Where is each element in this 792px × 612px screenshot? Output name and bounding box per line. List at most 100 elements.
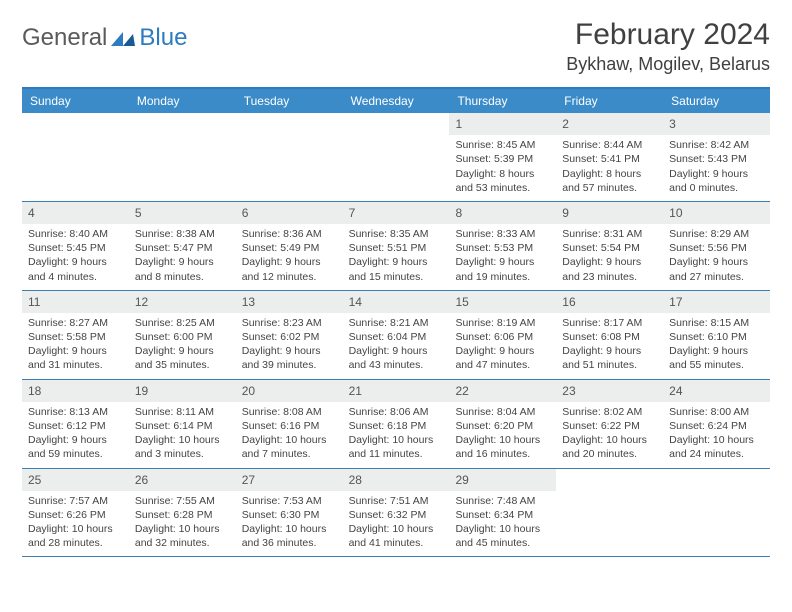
day-cell: 6Sunrise: 8:36 AMSunset: 5:49 PMDaylight… xyxy=(236,202,343,290)
sunrise-line: Sunrise: 8:36 AM xyxy=(242,227,337,241)
day-cell: 28Sunrise: 7:51 AMSunset: 6:32 PMDayligh… xyxy=(343,469,450,557)
sunset-line: Sunset: 6:28 PM xyxy=(135,508,230,522)
daylight-line: Daylight: 9 hours and 55 minutes. xyxy=(669,344,764,372)
day-cell: 3Sunrise: 8:42 AMSunset: 5:43 PMDaylight… xyxy=(663,113,770,201)
daylight-line: Daylight: 9 hours and 31 minutes. xyxy=(28,344,123,372)
day-number: 22 xyxy=(449,380,556,402)
sunrise-line: Sunrise: 8:35 AM xyxy=(349,227,444,241)
sunrise-line: Sunrise: 8:31 AM xyxy=(562,227,657,241)
day-cell: 22 Sunrise: 8:04 AMSunset: 6:20 PMDayligh… xyxy=(449,380,556,468)
week-row: 18Sunrise: 8:13 AMSunset: 6:12 PMDayligh… xyxy=(22,380,770,469)
day-number: 27 xyxy=(236,469,343,491)
day-cell: . xyxy=(556,469,663,557)
day-number: 19 xyxy=(129,380,236,402)
day-cell: 4Sunrise: 8:40 AMSunset: 5:45 PMDaylight… xyxy=(22,202,129,290)
day-cell: . xyxy=(22,113,129,201)
daylight-line: Daylight: 9 hours and 15 minutes. xyxy=(349,255,444,283)
weeks-container: ....1Sunrise: 8:45 AMSunset: 5:39 PMDayl… xyxy=(22,113,770,557)
sunset-line: Sunset: 6:20 PM xyxy=(455,419,550,433)
day-number: 5 xyxy=(129,202,236,224)
day-cell: 20Sunrise: 8:08 AMSunset: 6:16 PMDayligh… xyxy=(236,380,343,468)
day-number: 11 xyxy=(22,291,129,313)
sunset-line: Sunset: 6:34 PM xyxy=(455,508,550,522)
day-cell: 15 Sunrise: 8:19 AMSunset: 6:06 PMDayligh… xyxy=(449,291,556,379)
day-cell: 24Sunrise: 8:00 AMSunset: 6:24 PMDayligh… xyxy=(663,380,770,468)
sunrise-line: Sunrise: 8:44 AM xyxy=(562,138,657,152)
sunrise-line: Sunrise: 8:13 AM xyxy=(28,405,123,419)
sunrise-line: Sunrise: 8:40 AM xyxy=(28,227,123,241)
sunset-line: Sunset: 6:14 PM xyxy=(135,419,230,433)
daylight-line: Daylight: 9 hours and 12 minutes. xyxy=(242,255,337,283)
day-cell: 10Sunrise: 8:29 AMSunset: 5:56 PMDayligh… xyxy=(663,202,770,290)
sunset-line: Sunset: 6:24 PM xyxy=(669,419,764,433)
day-cell: 5Sunrise: 8:38 AMSunset: 5:47 PMDaylight… xyxy=(129,202,236,290)
sunset-line: Sunset: 5:49 PM xyxy=(242,241,337,255)
logo: General Blue xyxy=(22,24,187,52)
day-number: 15 xyxy=(449,291,556,313)
daylight-line: Daylight: 10 hours and 3 minutes. xyxy=(135,433,230,461)
day-number: 14 xyxy=(343,291,450,313)
day-number: 16 xyxy=(556,291,663,313)
sunset-line: Sunset: 6:32 PM xyxy=(349,508,444,522)
week-row: 11Sunrise: 8:27 AMSunset: 5:58 PMDayligh… xyxy=(22,291,770,380)
daylight-line: Daylight: 9 hours and 59 minutes. xyxy=(28,433,123,461)
day-cell: 25Sunrise: 7:57 AMSunset: 6:26 PMDayligh… xyxy=(22,469,129,557)
day-number: 9 xyxy=(556,202,663,224)
day-number: 21 xyxy=(343,380,450,402)
day-number: 13 xyxy=(236,291,343,313)
daylight-line: Daylight: 8 hours and 57 minutes. xyxy=(562,167,657,195)
daylight-line: Daylight: 10 hours and 16 minutes. xyxy=(455,433,550,461)
day-cell: 19Sunrise: 8:11 AMSunset: 6:14 PMDayligh… xyxy=(129,380,236,468)
day-header: Thursday xyxy=(449,89,556,113)
sunset-line: Sunset: 5:53 PM xyxy=(455,241,550,255)
day-header: Tuesday xyxy=(236,89,343,113)
sunrise-line: Sunrise: 8:04 AM xyxy=(455,405,550,419)
day-cell: 13Sunrise: 8:23 AMSunset: 6:02 PMDayligh… xyxy=(236,291,343,379)
day-header: Friday xyxy=(556,89,663,113)
daylight-line: Daylight: 10 hours and 45 minutes. xyxy=(455,522,550,550)
sunset-line: Sunset: 6:04 PM xyxy=(349,330,444,344)
day-header: Monday xyxy=(129,89,236,113)
day-cell: 12Sunrise: 8:25 AMSunset: 6:00 PMDayligh… xyxy=(129,291,236,379)
sunset-line: Sunset: 6:18 PM xyxy=(349,419,444,433)
sunrise-line: Sunrise: 8:45 AM xyxy=(455,138,550,152)
sunrise-line: Sunrise: 8:23 AM xyxy=(242,316,337,330)
sunrise-line: Sunrise: 8:25 AM xyxy=(135,316,230,330)
daylight-line: Daylight: 9 hours and 47 minutes. xyxy=(455,344,550,372)
day-cell: 9Sunrise: 8:31 AMSunset: 5:54 PMDaylight… xyxy=(556,202,663,290)
sunset-line: Sunset: 5:56 PM xyxy=(669,241,764,255)
daylight-line: Daylight: 9 hours and 19 minutes. xyxy=(455,255,550,283)
day-header: Saturday xyxy=(663,89,770,113)
day-number: 4 xyxy=(22,202,129,224)
day-number: 3 xyxy=(663,113,770,135)
daylight-line: Daylight: 10 hours and 36 minutes. xyxy=(242,522,337,550)
day-header: Sunday xyxy=(22,89,129,113)
day-number: 26 xyxy=(129,469,236,491)
sunrise-line: Sunrise: 8:33 AM xyxy=(455,227,550,241)
day-cell: 17Sunrise: 8:15 AMSunset: 6:10 PMDayligh… xyxy=(663,291,770,379)
sunset-line: Sunset: 6:06 PM xyxy=(455,330,550,344)
day-number: 20 xyxy=(236,380,343,402)
sunrise-line: Sunrise: 7:53 AM xyxy=(242,494,337,508)
day-cell: 29Sunrise: 7:48 AMSunset: 6:34 PMDayligh… xyxy=(449,469,556,557)
sunset-line: Sunset: 5:43 PM xyxy=(669,152,764,166)
daylight-line: Daylight: 9 hours and 23 minutes. xyxy=(562,255,657,283)
week-row: 25Sunrise: 7:57 AMSunset: 6:26 PMDayligh… xyxy=(22,469,770,558)
daylight-line: Daylight: 10 hours and 41 minutes. xyxy=(349,522,444,550)
daylight-line: Daylight: 9 hours and 43 minutes. xyxy=(349,344,444,372)
sunset-line: Sunset: 5:47 PM xyxy=(135,241,230,255)
sunrise-line: Sunrise: 7:48 AM xyxy=(455,494,550,508)
daylight-line: Daylight: 9 hours and 8 minutes. xyxy=(135,255,230,283)
day-number: 25 xyxy=(22,469,129,491)
sunset-line: Sunset: 5:45 PM xyxy=(28,241,123,255)
calendar: SundayMondayTuesdayWednesdayThursdayFrid… xyxy=(22,87,770,557)
sunset-line: Sunset: 6:02 PM xyxy=(242,330,337,344)
daylight-line: Daylight: 10 hours and 24 minutes. xyxy=(669,433,764,461)
sunrise-line: Sunrise: 8:19 AM xyxy=(455,316,550,330)
sunrise-line: Sunrise: 8:06 AM xyxy=(349,405,444,419)
sunset-line: Sunset: 6:00 PM xyxy=(135,330,230,344)
daylight-line: Daylight: 9 hours and 0 minutes. xyxy=(669,167,764,195)
location: Bykhaw, Mogilev, Belarus xyxy=(566,54,770,75)
day-number: 7 xyxy=(343,202,450,224)
sunset-line: Sunset: 6:10 PM xyxy=(669,330,764,344)
